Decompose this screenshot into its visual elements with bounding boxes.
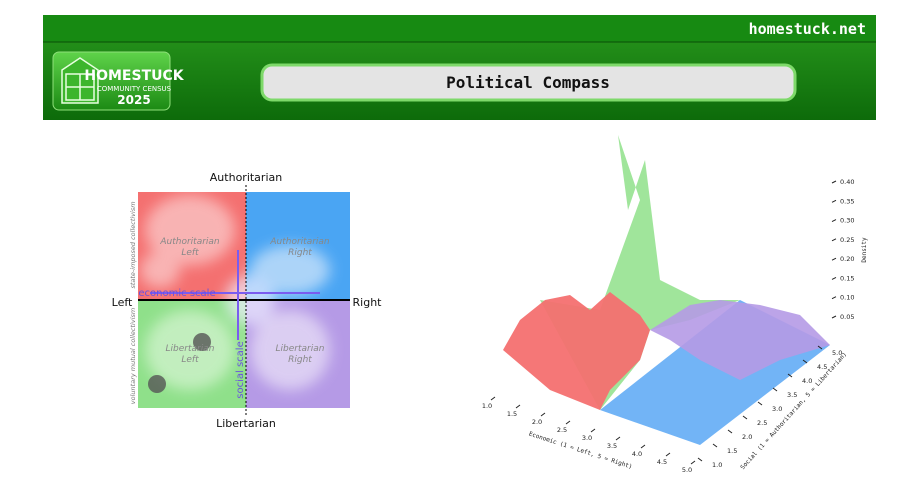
tick	[817, 345, 823, 350]
quadrant-label: Libertarian	[276, 344, 325, 354]
title-box	[260, 63, 797, 102]
y-tick-label: 2.0	[742, 433, 752, 441]
tick	[831, 238, 837, 242]
z-tick-label: 0.15	[840, 274, 854, 282]
x-tick-label: 1.0	[482, 402, 492, 410]
site-name[interactable]: homestuck.net	[749, 20, 866, 38]
x-tick-label: 2.0	[532, 418, 542, 426]
x-tick-label: 4.0	[632, 450, 642, 458]
tick	[831, 315, 837, 319]
tick	[757, 401, 763, 406]
x-tick-label: 5.0	[682, 466, 692, 474]
z-tick-label: 0.05	[840, 313, 854, 321]
tick	[831, 276, 837, 280]
y-tick-label: 4.5	[817, 363, 827, 371]
tick	[742, 415, 748, 420]
axis-label: Right	[353, 296, 383, 309]
x-tick-label: 2.5	[557, 426, 567, 434]
tick	[590, 428, 596, 433]
logo-text: 2025	[117, 93, 150, 107]
z-tick-label: 0.35	[840, 197, 854, 205]
tick	[772, 387, 778, 392]
quadrant-label: Authoritarian	[159, 237, 220, 247]
quadrant-label: Right	[288, 355, 312, 365]
z-tick-label: 0.25	[840, 236, 854, 244]
x-tick-label: 3.5	[607, 442, 617, 450]
tick	[540, 412, 546, 417]
quadrant-label: Right	[288, 248, 312, 258]
side-label: state-imposed collectivism	[129, 201, 137, 288]
logo-text: HOMESTUCK	[84, 68, 184, 84]
quadrant-label: Authoritarian	[269, 237, 330, 247]
top-strip	[43, 15, 876, 42]
axis-label: Left	[112, 296, 133, 309]
y-tick-label: 1.0	[712, 461, 722, 469]
surface-plot	[503, 135, 830, 445]
tick	[831, 199, 837, 203]
tick	[615, 436, 621, 441]
axis-label: Authoritarian	[210, 171, 282, 184]
tick	[787, 373, 793, 378]
tick	[690, 460, 696, 465]
axis-title: Density	[861, 237, 868, 263]
scale-label: social scale	[235, 341, 246, 398]
y-tick-label: 3.5	[787, 391, 797, 399]
axis-title: Economic (1 = Left, 5 = Right)	[528, 430, 633, 470]
tick	[831, 257, 837, 261]
z-tick-label: 0.30	[840, 217, 854, 225]
tick	[727, 429, 733, 434]
z-tick-label: 0.10	[840, 294, 854, 302]
x-tick-label: 4.5	[657, 458, 667, 466]
tick	[697, 457, 703, 462]
z-tick-label: 0.40	[840, 178, 854, 186]
side-label: voluntary mutual collectivism	[129, 308, 137, 404]
tick	[802, 359, 808, 364]
tick	[665, 452, 671, 457]
tick	[490, 396, 496, 401]
tick	[712, 443, 718, 448]
quadrant-label: Libertarian	[166, 344, 215, 354]
tick	[640, 444, 646, 449]
scale-label: economic scale	[138, 288, 215, 299]
x-tick-label: 1.5	[507, 410, 517, 418]
tick	[515, 404, 521, 409]
tick	[831, 180, 837, 184]
x-tick-label: 3.0	[582, 434, 592, 442]
tick	[565, 420, 571, 425]
quadrant-label: Left	[181, 355, 199, 365]
compass-plot	[138, 192, 350, 408]
tick	[831, 296, 837, 300]
page-title: Political Compass	[446, 73, 610, 92]
y-tick-label: 1.5	[727, 447, 737, 455]
logo-text: COMMUNITY CENSUS	[97, 85, 172, 93]
y-tick-label: 4.0	[802, 377, 812, 385]
y-tick-label: 5.0	[832, 349, 842, 357]
z-tick-label: 0.20	[840, 255, 854, 263]
y-tick-label: 3.0	[772, 405, 782, 413]
tick	[831, 219, 837, 223]
quadrant-label: Left	[181, 248, 199, 258]
y-tick-label: 2.5	[757, 419, 767, 427]
axis-label: Libertarian	[216, 417, 276, 430]
